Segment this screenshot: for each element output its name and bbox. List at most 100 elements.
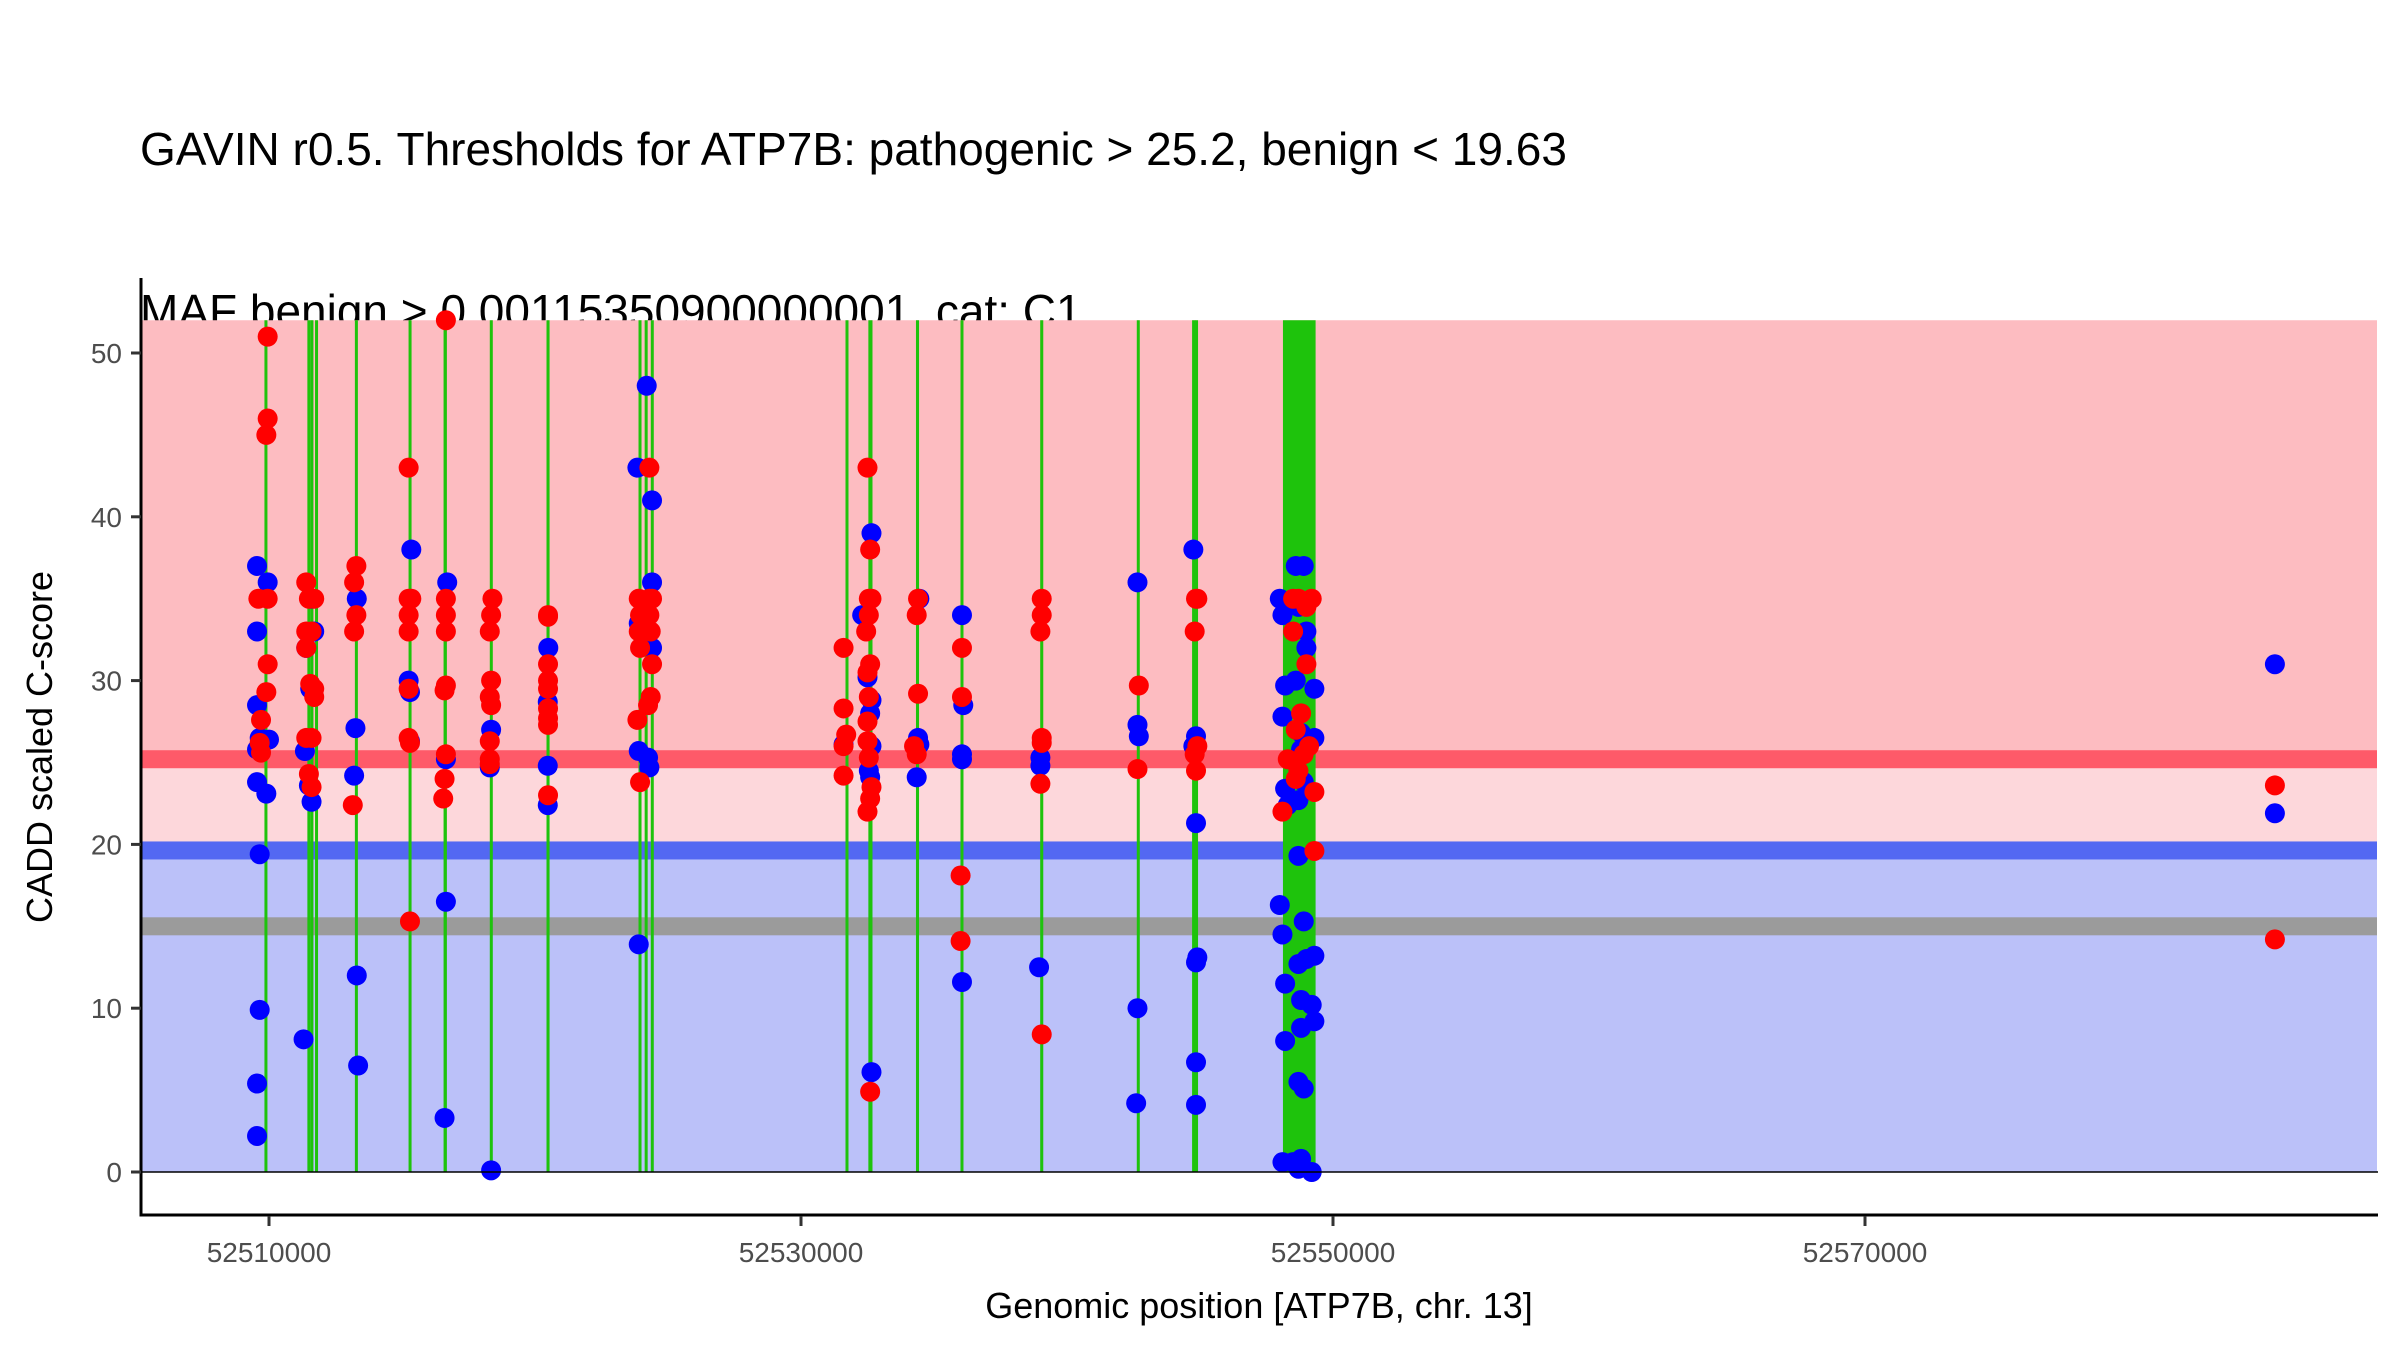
clinvar-point xyxy=(638,695,659,716)
pathogenic-region xyxy=(142,320,2377,760)
clinvar-point xyxy=(630,637,651,658)
clinvar-point xyxy=(857,801,878,822)
clinvar-point xyxy=(1031,588,1052,609)
gnomad-point xyxy=(1272,605,1293,626)
clinvar-point xyxy=(481,670,502,691)
gnomad-point xyxy=(435,891,456,912)
clinvar-point xyxy=(301,777,322,798)
gnomad-point xyxy=(1304,1011,1325,1032)
gnomad-point xyxy=(1301,994,1322,1015)
gnomad-point xyxy=(348,1055,369,1076)
clinvar-point xyxy=(479,754,500,775)
clinvar-point xyxy=(858,747,879,768)
x-axis-title: Genomic position [ATP7B, chr. 13] xyxy=(985,1285,1533,1326)
clinvar-point xyxy=(857,731,878,752)
y-tick-label: 20 xyxy=(91,829,122,860)
gnomad-point xyxy=(293,1029,314,1050)
clinvar-point xyxy=(344,572,365,593)
clinvar-point xyxy=(1128,675,1149,696)
clinvar-point xyxy=(1283,621,1304,642)
gnomad-point xyxy=(249,999,270,1020)
clinvar-point xyxy=(304,686,325,707)
x-tick-label: 52530000 xyxy=(739,1237,864,1268)
gnomad-point xyxy=(1285,670,1306,691)
clinvar-point xyxy=(257,408,278,429)
clinvar-point xyxy=(257,654,278,675)
gnomad-point xyxy=(1126,1093,1147,1114)
exon-line xyxy=(546,320,550,1172)
gnomad-point xyxy=(346,588,367,609)
clinvar-point xyxy=(344,621,365,642)
clinvar-point xyxy=(860,539,881,560)
exon-line xyxy=(354,320,358,1172)
clinvar-point xyxy=(435,621,456,642)
clinvar-point xyxy=(1285,719,1306,740)
gnomad-point xyxy=(1127,572,1148,593)
gnomad-point xyxy=(247,1125,268,1146)
clinvar-point xyxy=(1031,1024,1052,1045)
y-axis-title: CADD scaled C-score xyxy=(19,571,60,923)
clinvar-point xyxy=(481,605,502,626)
gnomad-point xyxy=(1293,555,1314,576)
clinvar-point xyxy=(538,714,559,735)
gnomad-point xyxy=(1304,945,1325,966)
clinvar-point xyxy=(833,698,854,719)
gnomad-point xyxy=(906,767,927,788)
gnomad-point xyxy=(642,572,663,593)
clinvar-point xyxy=(2264,929,2285,950)
gnomad-point xyxy=(346,965,367,986)
gnomad-point xyxy=(1288,845,1309,866)
y-tick-label: 30 xyxy=(91,666,122,697)
clinvar-point xyxy=(401,588,422,609)
clinvar-point xyxy=(434,680,455,701)
gnomad-point xyxy=(1186,813,1207,834)
gnomad-point xyxy=(1296,637,1317,658)
gnomad-point xyxy=(639,757,660,778)
threshold-regions xyxy=(142,320,2377,1172)
clinvar-point xyxy=(1285,768,1306,789)
clinvar-point xyxy=(630,772,651,793)
clinvar-point xyxy=(251,709,272,730)
gnomad-point xyxy=(537,755,558,776)
clinvar-point xyxy=(1293,744,1314,765)
clinvar-point xyxy=(856,621,877,642)
y-ticks: 0 10 20 30 40 50 xyxy=(91,338,141,1188)
gnomad-point xyxy=(1293,911,1314,932)
clinvar-point xyxy=(642,654,663,675)
gnomad-point xyxy=(249,844,270,865)
clinvar-point xyxy=(860,1081,881,1102)
clinvar-point xyxy=(482,588,503,609)
clinvar-point xyxy=(538,678,559,699)
clinvar-point xyxy=(951,686,972,707)
clinvar-point xyxy=(858,686,879,707)
clinvar-point xyxy=(857,662,878,683)
clinvar-point xyxy=(1272,801,1293,822)
clinvar-point xyxy=(398,678,419,699)
clinvar-point xyxy=(1030,773,1051,794)
clinvar-point xyxy=(857,457,878,478)
clinvar-point xyxy=(950,865,971,886)
clinvar-point xyxy=(479,731,500,752)
clinvar-point xyxy=(398,457,419,478)
clinvar-point xyxy=(908,683,929,704)
x-tick-label: 52550000 xyxy=(1271,1237,1396,1268)
fallback-threshold-line xyxy=(142,917,2377,936)
clinvar-point xyxy=(833,637,854,658)
axes xyxy=(139,278,2378,1217)
clinvar-point xyxy=(833,765,854,786)
clinvar-point xyxy=(257,588,278,609)
gnomad-point xyxy=(1269,895,1290,916)
gnomad-point xyxy=(301,791,322,812)
gnomad-point xyxy=(1272,924,1293,945)
gnomad-point xyxy=(256,783,277,804)
gnomad-point xyxy=(2264,803,2285,824)
gnomad-point xyxy=(1186,1094,1207,1115)
clinvar-point xyxy=(398,605,419,626)
y-tick-label: 0 xyxy=(106,1157,122,1188)
gnomad-point xyxy=(1304,678,1325,699)
gnomad-point xyxy=(1293,1078,1314,1099)
gnomad-point xyxy=(257,572,278,593)
clinvar-point xyxy=(1296,654,1317,675)
gnomad-point xyxy=(642,490,663,511)
